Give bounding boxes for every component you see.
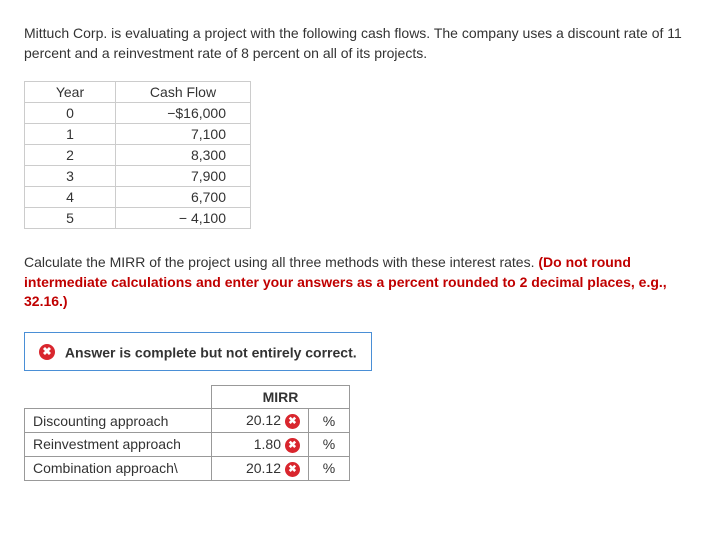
answer-row: Reinvestment approach 1.80 ✖ % — [25, 433, 350, 457]
cf-value: − 4,100 — [116, 208, 251, 229]
answer-value: 20.12 — [246, 412, 281, 428]
cf-row: 5 − 4,100 — [25, 208, 251, 229]
cf-row: 4 6,700 — [25, 187, 251, 208]
answer-value: 1.80 — [254, 436, 281, 452]
answer-value-cell[interactable]: 1.80 ✖ — [212, 433, 309, 457]
answer-label: Combination approach\ — [25, 456, 212, 480]
answer-label: Reinvestment approach — [25, 433, 212, 457]
cf-year: 4 — [25, 187, 116, 208]
cf-year: 3 — [25, 166, 116, 187]
answer-value: 20.12 — [246, 460, 281, 476]
incorrect-icon: ✖ — [285, 414, 300, 429]
answer-unit: % — [309, 433, 350, 457]
cf-row: 2 8,300 — [25, 145, 251, 166]
cf-header-year: Year — [25, 82, 116, 103]
answer-row: Discounting approach 20.12 ✖ % — [25, 409, 350, 433]
cf-row: 3 7,900 — [25, 166, 251, 187]
answer-row: Combination approach\ 20.12 ✖ % — [25, 456, 350, 480]
answer-unit: % — [309, 409, 350, 433]
feedback-text: Answer is complete but not entirely corr… — [65, 344, 357, 360]
cf-header-cashflow: Cash Flow — [116, 82, 251, 103]
problem-statement: Mittuch Corp. is evaluating a project wi… — [24, 24, 700, 63]
cashflow-table: Year Cash Flow 0 −$16,000 1 7,100 2 8,30… — [24, 81, 251, 229]
incorrect-icon: ✖ — [285, 462, 300, 477]
answer-value-cell[interactable]: 20.12 ✖ — [212, 456, 309, 480]
cf-year: 5 — [25, 208, 116, 229]
feedback-box: ✖ Answer is complete but not entirely co… — [24, 332, 372, 371]
incorrect-icon: ✖ — [285, 438, 300, 453]
cf-year: 2 — [25, 145, 116, 166]
cf-year: 1 — [25, 124, 116, 145]
instruction-text: Calculate the MIRR of the project using … — [24, 253, 700, 312]
cf-row: 1 7,100 — [25, 124, 251, 145]
answer-value-cell[interactable]: 20.12 ✖ — [212, 409, 309, 433]
answer-header: MIRR — [212, 386, 350, 409]
cf-value: 6,700 — [116, 187, 251, 208]
cf-value: 7,900 — [116, 166, 251, 187]
cf-year: 0 — [25, 103, 116, 124]
cf-value: −$16,000 — [116, 103, 251, 124]
answer-label: Discounting approach — [25, 409, 212, 433]
cf-row: 0 −$16,000 — [25, 103, 251, 124]
cf-value: 8,300 — [116, 145, 251, 166]
answer-table: MIRR Discounting approach 20.12 ✖ % Reinv… — [24, 385, 350, 480]
incorrect-icon: ✖ — [39, 344, 55, 360]
cf-value: 7,100 — [116, 124, 251, 145]
instruction-lead: Calculate the MIRR of the project using … — [24, 254, 538, 270]
answer-unit: % — [309, 456, 350, 480]
